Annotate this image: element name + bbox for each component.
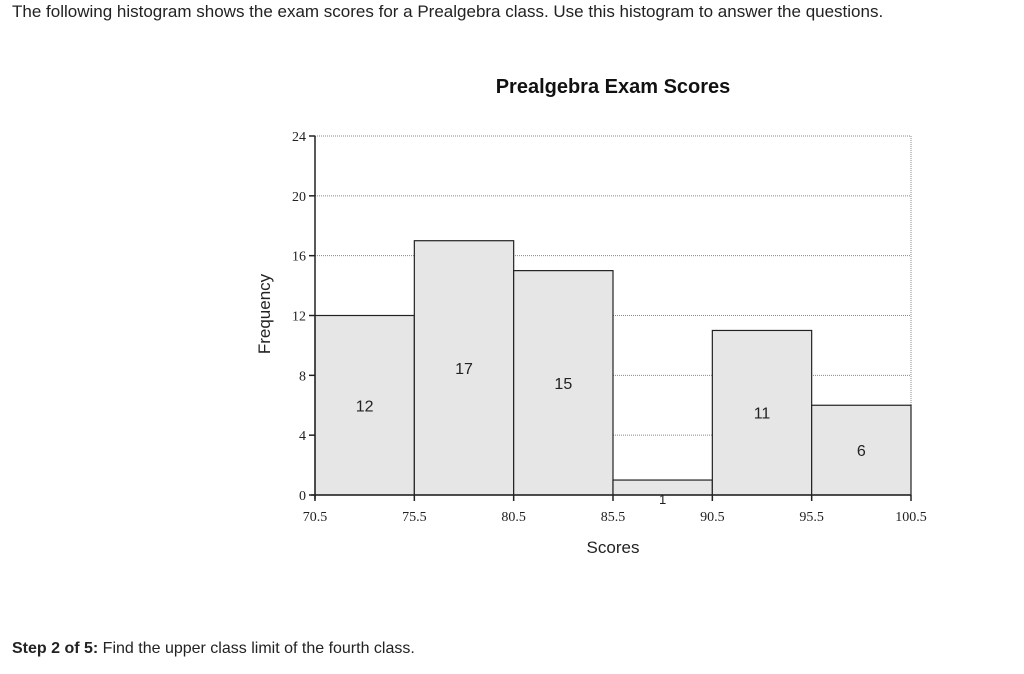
bar-data-label: 11 (754, 406, 771, 423)
x-tick-label: 80.5 (501, 510, 525, 525)
y-tick-label: 12 (292, 310, 306, 325)
y-tick-label: 0 (299, 489, 306, 504)
step-label: Step 2 of 5: (12, 640, 99, 657)
bar-data-label: 17 (455, 361, 473, 378)
x-tick-label: 95.5 (799, 510, 824, 525)
histogram-bar (513, 270, 614, 496)
y-tick-label: 16 (292, 250, 306, 265)
x-tick-label: 75.5 (402, 510, 427, 525)
y-axis-label: Frequency (255, 273, 274, 354)
step-text: Find the upper class limit of the fourth… (98, 640, 415, 657)
bar-data-label: 12 (356, 398, 374, 415)
bar-data-label: 6 (857, 443, 866, 460)
x-tick-label: 85.5 (601, 510, 626, 525)
x-tick-label: 90.5 (700, 510, 725, 525)
bar-data-label: 1 (659, 492, 666, 507)
x-tick-label: 100.5 (895, 510, 927, 525)
histogram-bar (711, 329, 813, 496)
histogram-bar (811, 404, 912, 496)
histogram-chart: Prealgebra Exam Scores Frequency Scores … (255, 76, 927, 557)
y-tick-label: 24 (292, 130, 306, 145)
y-tick-label: 8 (299, 369, 306, 384)
step-instruction: Step 2 of 5: Find the upper class limit … (12, 638, 415, 660)
chart-title: Prealgebra Exam Scores (496, 76, 731, 98)
x-axis-label: Scores (587, 538, 640, 557)
x-tick-label: 70.5 (303, 510, 328, 525)
histogram-bar (314, 314, 415, 496)
bars (314, 240, 912, 496)
y-tick-label: 20 (292, 190, 306, 205)
question-intro: The following histogram shows the exam s… (12, 2, 884, 21)
bar-data-label: 15 (554, 376, 572, 393)
y-tick-label: 4 (299, 429, 306, 444)
